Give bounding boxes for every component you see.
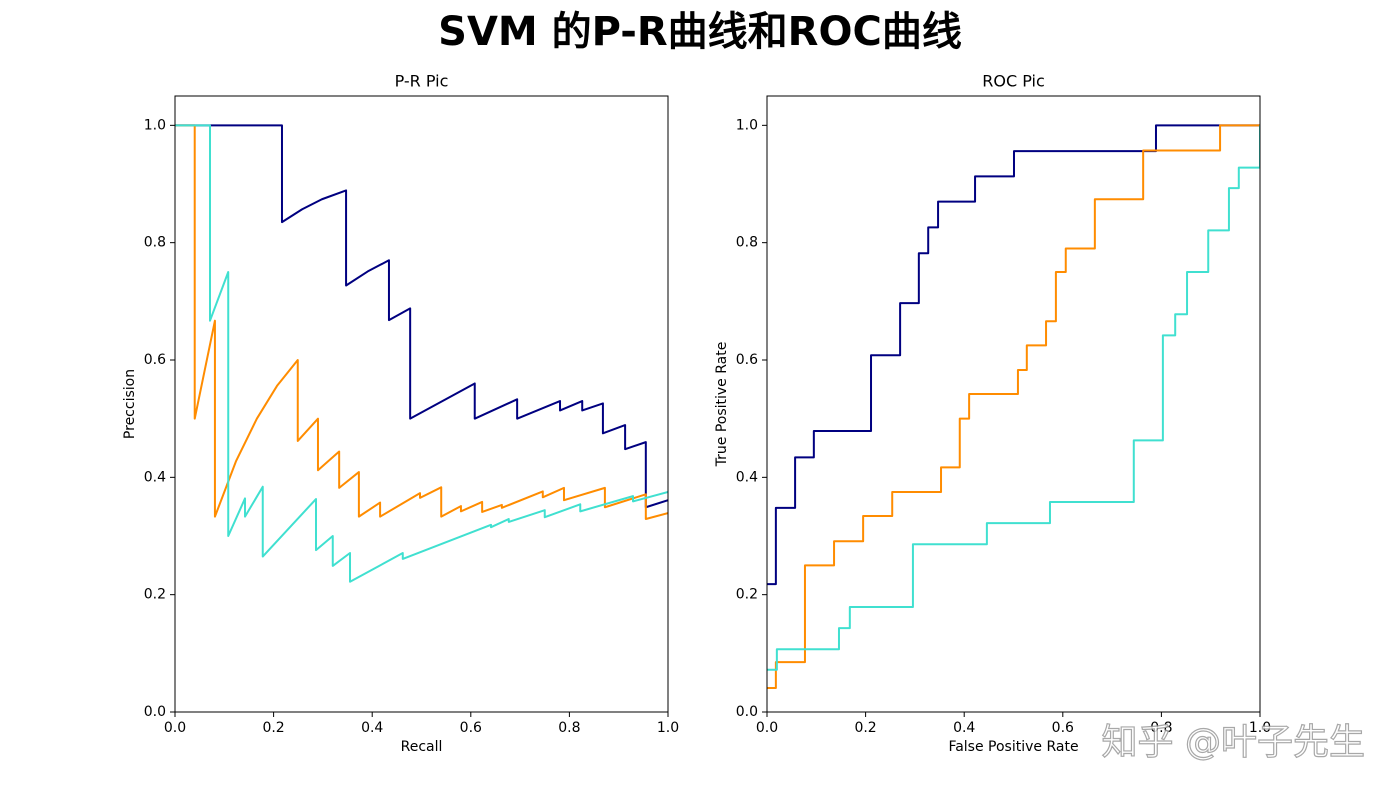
- y-tick-label: 0.4: [736, 469, 758, 485]
- y-tick-label: 0.2: [736, 587, 758, 603]
- y-axis-label: True Positive Rate: [714, 342, 730, 468]
- figure-title: SVM 的P-R曲线和ROC曲线: [438, 9, 962, 55]
- y-tick-label: 0.8: [736, 235, 758, 251]
- subplot: ROC Pic 0.0 0.2 0.4 0.6 0.8 1.0 0.0 0.2 0.4 0.6 0.8…: [714, 72, 1271, 756]
- axes-frame: [766, 95, 1261, 713]
- watermark: 知乎 @叶子先生: [1102, 722, 1365, 763]
- x-tick-label: 0.6: [460, 720, 482, 736]
- x-tick-label: 0.2: [262, 720, 284, 736]
- y-axis-label: Preccision: [122, 369, 138, 439]
- data-line: [175, 124, 668, 509]
- data-line: [175, 124, 668, 520]
- y-tick-label: 0.2: [144, 587, 166, 603]
- x-tick-label: 0.4: [361, 720, 383, 736]
- data-line: [767, 125, 1260, 671]
- y-tick-label: 1.0: [736, 117, 758, 133]
- y-tick-label: 0.0: [736, 704, 758, 720]
- x-tick-label: 0.8: [558, 720, 580, 736]
- x-tick-label: 0.2: [854, 720, 876, 736]
- x-tick-label: 1.0: [1249, 720, 1271, 736]
- plot-area: [767, 124, 1260, 689]
- x-tick-label: 1.0: [657, 720, 679, 736]
- axes-frame: [174, 95, 669, 713]
- y-tick-label: 0.6: [144, 352, 166, 368]
- x-axis-label: Recall: [401, 739, 443, 755]
- x-tick-label: 0.6: [1052, 720, 1074, 736]
- data-line: [767, 124, 1260, 586]
- subplot-title: ROC Pic: [982, 72, 1045, 91]
- subplot: P-R Pic 0.0 0.2 0.4 0.6 0.8 1.0 0.0 0.2 0.4 0.6 0.8…: [122, 72, 679, 756]
- y-tick-label: 0.6: [736, 352, 758, 368]
- x-tick-label: 0.8: [1150, 720, 1172, 736]
- y-tick-label: 0.8: [144, 235, 166, 251]
- y-tick-label: 0.0: [144, 704, 166, 720]
- plot-area: [175, 124, 668, 583]
- data-line: [767, 124, 1260, 689]
- x-tick-label: 0.0: [756, 720, 778, 736]
- subplot-title: P-R Pic: [395, 72, 449, 91]
- y-tick-label: 0.4: [144, 469, 166, 485]
- x-axis-label: False Positive Rate: [948, 739, 1078, 755]
- data-line: [175, 124, 668, 583]
- x-tick-label: 0.0: [164, 720, 186, 736]
- x-tick-label: 0.4: [953, 720, 975, 736]
- y-tick-label: 1.0: [144, 117, 166, 133]
